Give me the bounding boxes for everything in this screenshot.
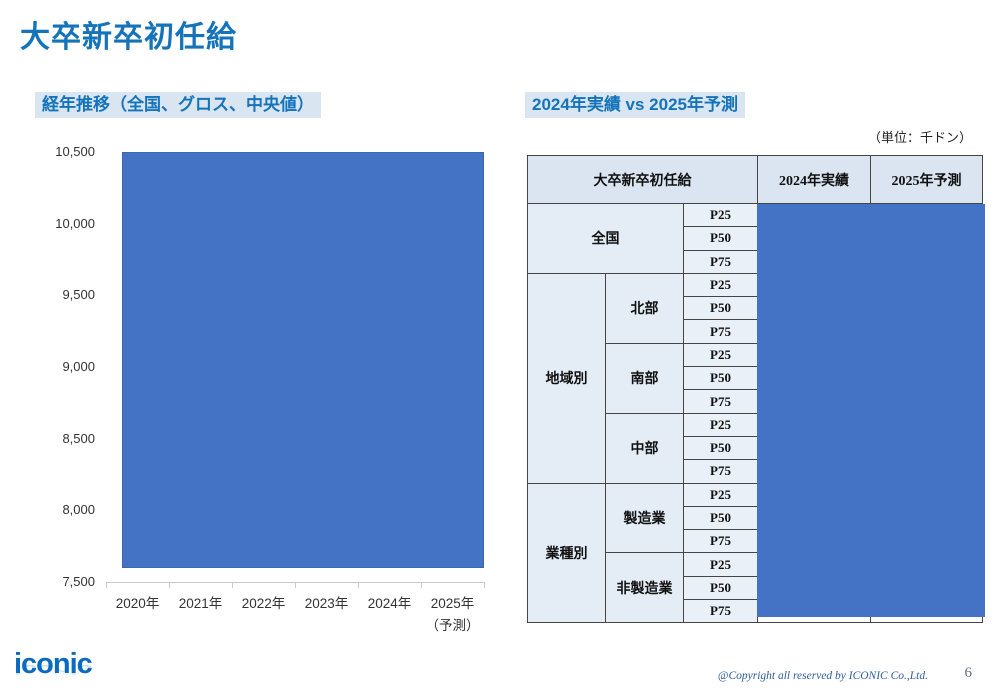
- percentile-label-cell: P75: [683, 389, 758, 414]
- table-header-2025: 2025年予測: [870, 155, 983, 204]
- percentile-label-cell: P50: [683, 435, 758, 461]
- trend-chart: 10,500 10,000 9,500 9,000 8,500 8,000 7,500 20…: [30, 140, 500, 645]
- percentile-label-cell: P75: [683, 529, 758, 554]
- percentile-label-cell: P25: [683, 482, 758, 507]
- table-data-mask: [757, 204, 985, 617]
- percentile-label-cell: P25: [683, 412, 758, 437]
- chart-data-mask: [122, 152, 484, 568]
- company-logo: iconic: [14, 648, 93, 680]
- y-axis-tick-label: 9,500: [62, 287, 95, 303]
- percentile-label-cell: P50: [683, 575, 758, 601]
- x-axis-tick: [484, 582, 485, 588]
- percentile-label-cell: P25: [683, 342, 758, 368]
- percentile-label-cell: P75: [683, 319, 758, 344]
- percentile-label-cell: P25: [683, 202, 758, 228]
- y-axis-tick-label: 7,500: [62, 574, 95, 590]
- group-label-cell: 全国: [527, 203, 684, 274]
- x-axis-tick-label: 2024年: [367, 596, 412, 611]
- percentile-label-cell: P50: [683, 226, 758, 251]
- x-axis-tick: [232, 582, 233, 588]
- subgroup-label-cell: 南部: [605, 342, 684, 414]
- x-axis-tick: [169, 582, 170, 588]
- page-title: 大卒新卒初任給: [20, 21, 237, 54]
- y-axis-tick-label: 10,000: [55, 215, 95, 231]
- comparison-table-wrap: 大卒新卒初任給 2024年実績 2025年予測 全国 P25 P50 P75 地域別 北部…: [527, 155, 985, 624]
- subgroup-label-cell: 製造業: [605, 482, 684, 554]
- left-section-subtitle: 経年推移（全国、グロス、中央値）: [35, 92, 321, 118]
- percentile-label-cell: P75: [683, 249, 758, 274]
- subgroup-label-cell: 中部: [605, 412, 684, 484]
- x-axis-forecast-note: （予測）: [425, 618, 480, 633]
- table-header-2024: 2024年実績: [757, 155, 871, 204]
- percentile-label-cell: P50: [683, 366, 758, 391]
- x-axis-tick-label: 2025年: [430, 596, 475, 611]
- x-axis-tick: [421, 582, 422, 588]
- x-axis-tick-label: 2020年: [115, 596, 160, 611]
- group-label-cell: 地域別: [527, 272, 606, 484]
- table-header-row: 大卒新卒初任給 2024年実績 2025年予測: [527, 155, 983, 204]
- y-axis-tick-label: 10,500: [55, 144, 95, 159]
- group-label-cell: 業種別: [527, 482, 606, 624]
- percentile-label-cell: P50: [683, 296, 758, 321]
- percentile-label-cell: P25: [683, 552, 758, 577]
- right-section-subtitle: 2024年実績 vs 2025年予測: [525, 92, 745, 118]
- x-axis-tick: [358, 582, 359, 588]
- x-axis-tick-label: 2022年: [241, 596, 286, 611]
- x-axis-tick-label: 2023年: [304, 596, 349, 611]
- percentile-label-cell: P75: [683, 459, 758, 484]
- y-axis-tick-label: 8,500: [62, 430, 95, 446]
- subgroup-label-cell: 北部: [605, 272, 684, 344]
- x-axis-tick-label: 2021年: [178, 596, 223, 611]
- copyright-text: @Copyright all reserved by ICONIC Co.,Lt…: [717, 670, 928, 682]
- percentile-label-cell: P50: [683, 505, 758, 531]
- x-axis-tick: [106, 582, 107, 588]
- table-header-category: 大卒新卒初任給: [527, 155, 758, 204]
- unit-note: （単位：千ドン）: [867, 130, 972, 145]
- subgroup-label-cell: 非製造業: [605, 552, 684, 624]
- percentile-label-cell: P25: [683, 272, 758, 298]
- percentile-label-cell: P75: [683, 599, 758, 624]
- x-axis-tick: [295, 582, 296, 588]
- y-axis-tick-label: 9,000: [62, 359, 95, 374]
- page-number: 6: [964, 665, 973, 681]
- y-axis-tick-label: 8,000: [62, 502, 95, 518]
